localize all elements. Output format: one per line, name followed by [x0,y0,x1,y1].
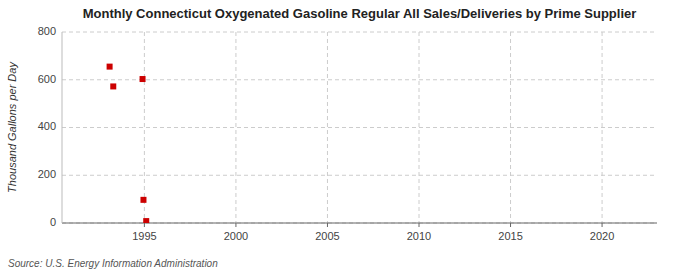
grid-line [602,32,603,223]
grid-line [510,32,511,223]
point [143,218,149,223]
points [107,64,150,223]
x-tick-label: 2020 [590,230,614,242]
grid-line [62,127,657,128]
grid-line [62,79,657,80]
grid-line [327,32,328,223]
x-tick-label: 1995 [132,230,156,242]
y-tick-label: 0 [50,216,56,228]
x-tick [419,223,420,227]
ticks: 0 200 400 600 800 1995 2000 2005 2010 2015 2020 [38,25,615,242]
y-tick-label: 800 [38,25,56,37]
x-axis [62,223,657,224]
y-axis-label: Thousand Gallons per Day [6,61,18,193]
x-tick [144,223,145,227]
point [140,76,146,82]
grid-line [62,223,657,224]
title: Monthly Connecticut Oxygenated Gasoline … [83,6,637,21]
grid-line [235,32,236,223]
grid-line [144,32,145,223]
grid-line [419,32,420,223]
y-tick-label: 200 [38,168,56,180]
point [140,197,146,203]
grid-line [62,175,657,176]
source-note: Source: U.S. Energy Information Administ… [8,258,218,269]
x-tick-label: 2015 [498,230,522,242]
y-axis [62,32,63,223]
x-tick [235,223,236,227]
x-tick-label: 2005 [315,230,339,242]
y-tick-label: 600 [38,73,56,85]
point [110,83,116,89]
x-tick-label: 2010 [407,230,431,242]
chart: 0 200 400 600 800 1995 2000 2005 2010 2015 2020 Mon… [0,0,675,275]
x-tick-label: 2000 [224,230,248,242]
x-tick [327,223,328,227]
x-tick [510,223,511,227]
grid [62,32,657,223]
grid-line [62,32,657,33]
x-tick [602,223,603,227]
y-tick-label: 400 [38,120,56,132]
point [107,64,113,70]
